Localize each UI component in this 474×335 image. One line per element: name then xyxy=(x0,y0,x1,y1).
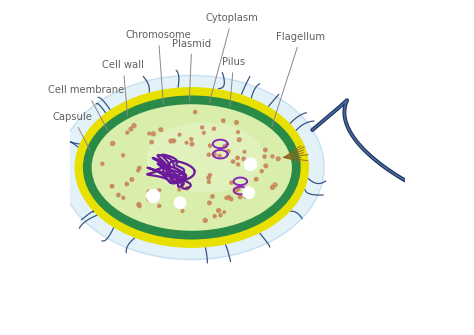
Circle shape xyxy=(235,121,238,124)
Circle shape xyxy=(207,153,210,156)
Circle shape xyxy=(209,144,212,147)
Circle shape xyxy=(231,160,235,163)
Circle shape xyxy=(223,211,226,213)
Circle shape xyxy=(208,201,211,205)
Circle shape xyxy=(181,210,184,212)
Circle shape xyxy=(201,126,204,129)
Circle shape xyxy=(235,188,238,192)
Circle shape xyxy=(221,119,225,122)
Circle shape xyxy=(178,133,181,136)
Circle shape xyxy=(125,182,128,186)
Circle shape xyxy=(217,209,220,212)
Circle shape xyxy=(158,204,161,207)
Circle shape xyxy=(244,158,257,171)
Circle shape xyxy=(263,155,266,158)
Circle shape xyxy=(147,190,150,193)
Circle shape xyxy=(172,139,175,143)
Ellipse shape xyxy=(91,103,293,232)
Circle shape xyxy=(185,187,189,190)
Text: Cell wall: Cell wall xyxy=(102,60,144,120)
Circle shape xyxy=(255,178,258,181)
Circle shape xyxy=(244,195,247,198)
Circle shape xyxy=(146,189,160,203)
Circle shape xyxy=(225,196,228,200)
Text: Cytoplasm: Cytoplasm xyxy=(206,13,258,110)
Circle shape xyxy=(193,111,197,114)
Circle shape xyxy=(237,131,239,133)
Ellipse shape xyxy=(83,95,301,240)
Circle shape xyxy=(174,197,186,209)
Text: Pilus: Pilus xyxy=(222,57,245,118)
Circle shape xyxy=(242,157,246,161)
Circle shape xyxy=(150,140,153,144)
Circle shape xyxy=(237,138,241,142)
Circle shape xyxy=(178,188,181,191)
Circle shape xyxy=(243,187,255,199)
Circle shape xyxy=(122,154,125,157)
Circle shape xyxy=(211,195,214,198)
Circle shape xyxy=(260,170,263,173)
Ellipse shape xyxy=(59,75,324,260)
Circle shape xyxy=(237,163,239,166)
Circle shape xyxy=(208,181,210,184)
Circle shape xyxy=(126,131,129,134)
Circle shape xyxy=(159,128,163,131)
Circle shape xyxy=(122,196,125,199)
Circle shape xyxy=(117,193,120,197)
Circle shape xyxy=(230,181,233,184)
Circle shape xyxy=(264,164,268,168)
Circle shape xyxy=(129,127,133,131)
Circle shape xyxy=(130,178,134,181)
Text: Capsule: Capsule xyxy=(53,112,93,150)
Circle shape xyxy=(147,197,151,201)
Text: Chromosome: Chromosome xyxy=(126,30,191,123)
Ellipse shape xyxy=(146,122,264,193)
Circle shape xyxy=(227,150,230,153)
Text: Cell membrane: Cell membrane xyxy=(48,85,124,132)
Ellipse shape xyxy=(74,87,309,248)
Circle shape xyxy=(190,142,194,146)
Circle shape xyxy=(271,155,274,158)
Circle shape xyxy=(148,132,151,135)
Circle shape xyxy=(223,144,227,148)
Circle shape xyxy=(228,196,230,198)
Circle shape xyxy=(177,203,180,206)
Circle shape xyxy=(243,150,246,153)
Circle shape xyxy=(132,124,136,128)
Circle shape xyxy=(110,184,114,188)
Text: Flagellum: Flagellum xyxy=(271,32,325,128)
Circle shape xyxy=(169,139,173,143)
Circle shape xyxy=(138,204,141,208)
Circle shape xyxy=(248,160,251,163)
Circle shape xyxy=(101,162,104,165)
Circle shape xyxy=(238,195,242,199)
Circle shape xyxy=(212,127,216,130)
Circle shape xyxy=(218,154,221,157)
Circle shape xyxy=(229,197,233,201)
Circle shape xyxy=(137,169,139,172)
Circle shape xyxy=(111,141,115,145)
Circle shape xyxy=(219,214,222,217)
Circle shape xyxy=(236,156,239,159)
Circle shape xyxy=(273,183,277,187)
Circle shape xyxy=(212,152,216,156)
Circle shape xyxy=(137,203,141,206)
Text: Plasmid: Plasmid xyxy=(172,39,211,120)
Circle shape xyxy=(202,131,205,134)
Circle shape xyxy=(264,148,267,152)
Circle shape xyxy=(276,157,280,161)
Circle shape xyxy=(158,189,161,192)
Circle shape xyxy=(271,186,274,189)
Circle shape xyxy=(137,166,141,170)
Circle shape xyxy=(151,132,155,136)
Circle shape xyxy=(209,174,211,177)
Circle shape xyxy=(237,187,240,190)
Circle shape xyxy=(185,141,188,144)
Circle shape xyxy=(213,215,216,218)
Circle shape xyxy=(190,138,193,141)
Circle shape xyxy=(203,218,207,222)
Circle shape xyxy=(207,176,210,180)
